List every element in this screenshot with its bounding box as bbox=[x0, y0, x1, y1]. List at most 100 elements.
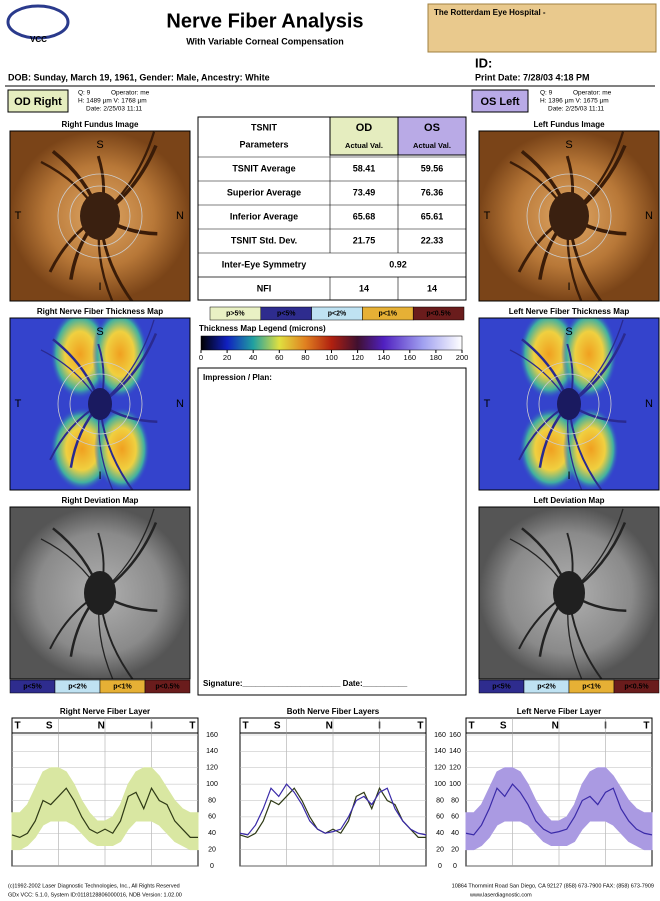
orientation: I bbox=[98, 470, 101, 482]
y-tick-label: 60 bbox=[451, 814, 459, 821]
th: Actual Val. bbox=[413, 141, 451, 150]
od-value: 73.49 bbox=[353, 187, 376, 197]
legend-tick-label: 140 bbox=[377, 353, 390, 362]
sig-label: p<2% bbox=[68, 683, 87, 690]
tsnit-letter: N bbox=[552, 721, 559, 732]
legend-tick-label: 0 bbox=[199, 353, 203, 362]
ring bbox=[526, 361, 612, 447]
logo-text: VCC bbox=[30, 35, 47, 44]
y-tick-label: 100 bbox=[449, 781, 461, 788]
tsnit-line bbox=[239, 783, 427, 836]
y-tick-label: 140 bbox=[206, 748, 218, 755]
os-value: 76.36 bbox=[421, 187, 444, 197]
panel-title: Left Fundus Image bbox=[533, 120, 605, 129]
y-tick-label: 20 bbox=[436, 846, 444, 853]
y-tick-label: 80 bbox=[436, 797, 444, 804]
dob: DOB: Sunday, March 19, 1961, Gender: Mal… bbox=[8, 72, 270, 82]
tsnit-letter: T bbox=[243, 721, 249, 732]
th: OS bbox=[424, 122, 440, 134]
od-value: 65.68 bbox=[353, 211, 376, 221]
param: Superior Average bbox=[227, 187, 301, 197]
title: Nerve Fiber Analysis bbox=[166, 10, 363, 32]
param: TSNIT Std. Dev. bbox=[231, 235, 297, 245]
ring bbox=[57, 173, 143, 259]
fundus-image bbox=[9, 130, 191, 302]
frame bbox=[9, 317, 191, 491]
tsnit-letter: S bbox=[46, 721, 53, 732]
orientation: T bbox=[484, 398, 491, 410]
y-tick-label: 120 bbox=[449, 765, 461, 772]
tsnit-letter: T bbox=[469, 721, 475, 732]
eye-label: OD Right bbox=[14, 96, 62, 108]
ring bbox=[57, 361, 143, 447]
frame bbox=[478, 317, 660, 491]
print-date: Print Date: 7/28/03 4:18 PM bbox=[475, 72, 590, 82]
dev-image bbox=[478, 506, 660, 680]
image-content bbox=[479, 507, 659, 679]
graph-title: Both Nerve Fiber Layers bbox=[287, 707, 380, 716]
thick-image bbox=[478, 317, 660, 491]
tsnit-letter: N bbox=[98, 721, 105, 732]
panel-title: Right Deviation Map bbox=[62, 496, 139, 505]
y-tick-label: 140 bbox=[434, 748, 446, 755]
param: Inter-Eye Symmetry bbox=[222, 259, 307, 269]
os-value: 59.56 bbox=[421, 163, 444, 173]
orientation: I bbox=[98, 281, 101, 293]
color-bar bbox=[200, 335, 463, 351]
sig-label: p>5% bbox=[226, 310, 245, 317]
tsnit-letter: N bbox=[326, 721, 333, 732]
legend-tick-label: 120 bbox=[351, 353, 364, 362]
y-tick-label: 120 bbox=[434, 765, 446, 772]
sig-swatch bbox=[613, 679, 660, 694]
y-tick-label: 60 bbox=[436, 814, 444, 821]
copyright: (c)1992-2002 Laser Diagnostic Technologi… bbox=[8, 883, 180, 889]
y-tick-label: 20 bbox=[451, 846, 459, 853]
image-content bbox=[479, 318, 659, 490]
tsnit-line bbox=[239, 786, 426, 838]
param: TSNIT Average bbox=[232, 163, 295, 173]
th: Actual Val. bbox=[345, 141, 383, 150]
logo-mark bbox=[6, 4, 70, 40]
id-label: ID: bbox=[475, 55, 492, 70]
disc bbox=[80, 192, 120, 240]
ring bbox=[538, 185, 600, 247]
y-tick-label: 100 bbox=[434, 781, 446, 788]
tsnit-letter: T bbox=[189, 721, 195, 732]
image-content bbox=[10, 131, 190, 301]
sig-label: p<0.5% bbox=[426, 310, 451, 317]
sig-label: p<5% bbox=[23, 683, 42, 690]
address: 10864 Thornmint Road San Diego, CA 92127… bbox=[452, 883, 654, 889]
y-tick-label: 160 bbox=[449, 732, 461, 739]
os-value: 14 bbox=[427, 283, 437, 293]
legend-tick-label: 100 bbox=[325, 353, 338, 362]
tsnit-letter: T bbox=[417, 721, 423, 732]
operator: Operator: me bbox=[111, 90, 150, 97]
version: GDx VCC: 5.1.0, System ID:01181288060000… bbox=[8, 892, 182, 898]
param: NFI bbox=[257, 283, 272, 293]
eye-box bbox=[471, 89, 529, 113]
od-value: 58.41 bbox=[353, 163, 376, 173]
legend-tick-label: 180 bbox=[430, 353, 443, 362]
dev-image bbox=[9, 506, 191, 680]
sig-label: p<1% bbox=[113, 683, 132, 690]
image-content bbox=[479, 131, 659, 301]
orientation: T bbox=[484, 210, 491, 222]
ring bbox=[538, 373, 600, 435]
impression-title: Impression / Plan: bbox=[203, 373, 272, 382]
y-tick-label: 140 bbox=[449, 748, 461, 755]
disc bbox=[553, 571, 585, 615]
subtitle: With Variable Corneal Compensation bbox=[186, 36, 343, 46]
sig-label: p<5% bbox=[277, 310, 296, 317]
sig-label: p<2% bbox=[328, 310, 347, 317]
frame bbox=[478, 130, 660, 302]
eye-label: OS Left bbox=[480, 96, 519, 108]
orientation: N bbox=[176, 210, 184, 222]
os-head bbox=[397, 116, 467, 156]
disc bbox=[88, 388, 112, 420]
quality: Q: 9 bbox=[540, 90, 553, 97]
th: Parameters bbox=[239, 139, 288, 149]
y-tick-label: 60 bbox=[208, 814, 216, 821]
sig-label: p<0.5% bbox=[155, 683, 180, 690]
orientation: S bbox=[565, 139, 572, 151]
